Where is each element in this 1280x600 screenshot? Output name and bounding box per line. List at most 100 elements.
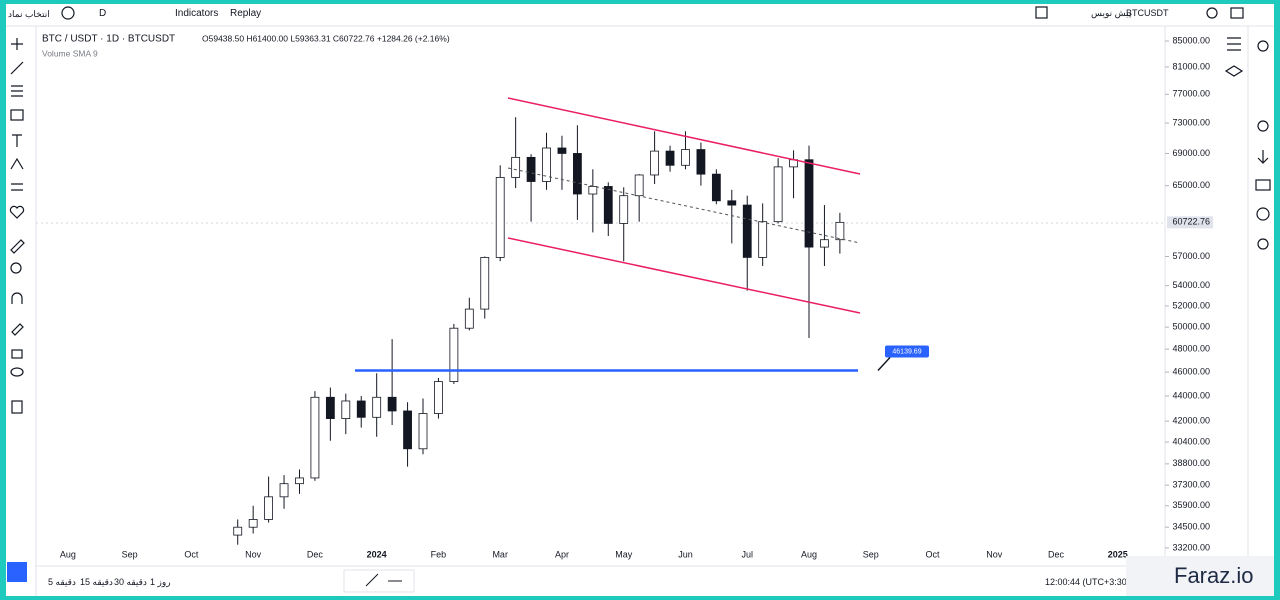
x-tick-label: Sep [122, 549, 138, 559]
y-tick-label: 40400.00 [1172, 436, 1210, 446]
candle-body [495, 177, 505, 258]
x-tick-label: Aug [60, 549, 76, 559]
y-tick-label: 37300.00 [1172, 480, 1210, 490]
y-tick-label: 85000.00 [1172, 35, 1210, 45]
x-tick-label: Dec [307, 549, 324, 559]
trend-line [507, 237, 861, 314]
candle-body [341, 400, 351, 419]
candle-body [804, 159, 814, 248]
candle-body [711, 173, 721, 202]
x-tick-label: May [615, 549, 633, 559]
range-button[interactable]: 5 دقیقه [48, 577, 76, 587]
candle-body [464, 308, 474, 329]
candle-body [372, 396, 382, 418]
y-tick-label: 52000.00 [1172, 300, 1210, 310]
y-tick-label: 54000.00 [1172, 280, 1210, 290]
candle-body [727, 200, 737, 206]
candle-body [696, 149, 706, 175]
candle-body [264, 496, 274, 520]
app: BTC / USDT · 1D · BTCUSDT O59438.50 H614… [6, 4, 1274, 596]
price-label-bg [885, 345, 929, 358]
y-tick-label: 73000.00 [1172, 117, 1210, 127]
y-tick-label: 50000.00 [1172, 321, 1210, 331]
clock: 12:00:44 (UTC+3:30) [1045, 577, 1130, 587]
x-tick-label: Dec [1048, 549, 1065, 559]
candle-body [588, 186, 598, 195]
candle-body [449, 327, 459, 382]
range-button[interactable]: 15 دقیقه [80, 577, 113, 587]
candle-body [820, 239, 829, 248]
symbol-search[interactable]: انتخاب نماد [8, 9, 50, 19]
y-tick-label: 77000.00 [1172, 89, 1210, 99]
tool-icons[interactable] [9, 6, 1271, 414]
y-tick-label: 35900.00 [1172, 500, 1210, 510]
ohlc-legend: O59438.50 H61400.00 L59363.31 C60722.76 … [202, 33, 450, 43]
range-button[interactable]: 1 روز [150, 577, 171, 587]
candle-body [603, 186, 613, 224]
candle-body [665, 150, 675, 166]
y-tick-label: 69000.00 [1172, 148, 1210, 158]
candle-body [279, 483, 289, 498]
x-tick-label: Jul [741, 549, 753, 559]
x-tick-label: Sep [863, 549, 879, 559]
y-tick-label: 57000.00 [1172, 251, 1210, 261]
y-tick-label: 33200.00 [1172, 542, 1210, 552]
candle-body [434, 381, 443, 414]
drawing-tool-icons[interactable] [365, 573, 402, 587]
candle-body [295, 477, 304, 485]
candle-body [835, 221, 845, 241]
candle-body [557, 147, 567, 154]
x-tick-label: Oct [926, 549, 941, 559]
last-price-bg [1167, 216, 1213, 229]
candle-body [619, 195, 629, 224]
y-tick-label: 38800.00 [1172, 458, 1210, 468]
candle-body [681, 149, 690, 166]
drawing-toolbar[interactable] [343, 569, 415, 593]
watermark: Faraz.io [1126, 556, 1274, 596]
candle-body [634, 174, 644, 197]
symbol[interactable]: BTCUSDT [1126, 8, 1169, 18]
interval[interactable]: D [99, 8, 107, 19]
candle-body [758, 221, 768, 258]
x-tick-label: Mar [492, 549, 508, 559]
candle-body [542, 147, 551, 182]
candle-body [310, 396, 320, 479]
y-tick-label: 81000.00 [1172, 61, 1210, 71]
trend-line [507, 97, 861, 175]
y-tick-label: 42000.00 [1172, 416, 1210, 426]
x-tick-label: Apr [555, 549, 569, 559]
indicators[interactable]: Indicators [175, 8, 219, 19]
y-tick-label: 65000.00 [1172, 180, 1210, 190]
candle-body [773, 166, 783, 223]
candle-body [387, 396, 397, 412]
candle-body [742, 204, 752, 258]
indicator-label: Volume SMA 9 [42, 48, 98, 58]
layout-name[interactable]: پیش نویس [1091, 8, 1132, 18]
candle-body [356, 400, 366, 418]
y-tick-label: 34500.00 [1172, 522, 1210, 532]
y-tick-label: 44000.00 [1172, 390, 1210, 400]
candle-body [248, 519, 258, 528]
x-tick-label: Oct [184, 549, 199, 559]
favorite-button[interactable] [7, 562, 27, 582]
candle-body [325, 396, 335, 419]
x-tick-label: Nov [245, 549, 262, 559]
replay[interactable]: Replay [230, 8, 262, 19]
hline-label: 46139.69 [892, 348, 921, 355]
x-tick-label: 2024 [367, 549, 387, 559]
range-button[interactable]: 30 دقیقه [114, 577, 147, 587]
candle-body [526, 156, 536, 182]
price-label-pointer [877, 356, 891, 371]
candle-body [573, 153, 582, 195]
y-tick-label: 48000.00 [1172, 344, 1210, 354]
x-tick-label: Aug [801, 549, 817, 559]
candle-body [233, 526, 243, 536]
candle-body [418, 413, 428, 450]
candle-body [403, 410, 412, 450]
candles [233, 117, 845, 545]
y-tick-label: 46000.00 [1172, 366, 1210, 376]
last-price-label: 60722.76 [1172, 217, 1210, 227]
x-tick-label: Feb [431, 549, 447, 559]
x-tick-label: 2025 [1108, 549, 1128, 559]
candle-body [650, 150, 659, 176]
